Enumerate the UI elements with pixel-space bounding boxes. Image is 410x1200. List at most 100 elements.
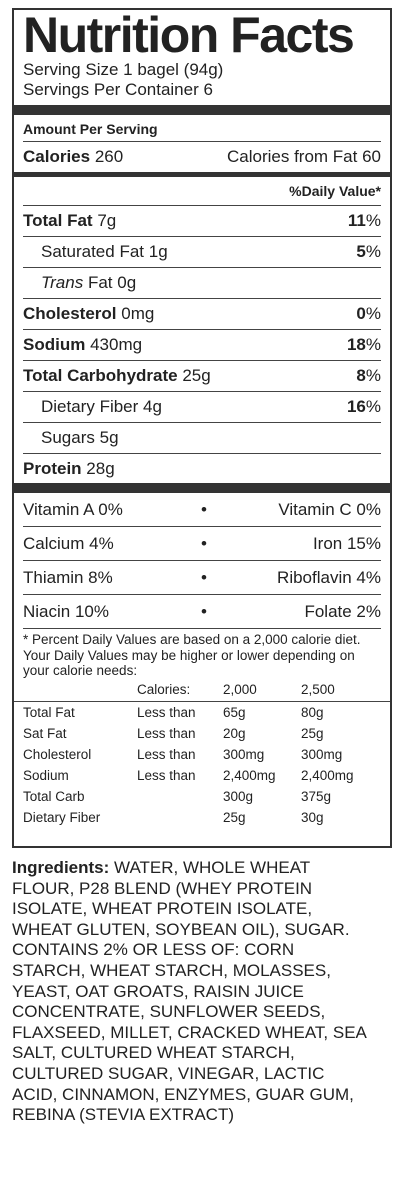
nutrient-name: Total Fat (23, 211, 93, 230)
nutrient-list: Total Fat 7g 11% Saturated Fat 1g 5% Trans F… (23, 205, 381, 483)
dv-table-cell: 30g (301, 809, 324, 825)
dv-table-cell: Dietary Fiber (23, 809, 101, 825)
dv-table-cell: 300mg (223, 746, 265, 762)
label-title: Nutrition Facts (23, 7, 355, 63)
dv-table-cell: Less than (137, 725, 196, 741)
medium-divider (14, 172, 390, 177)
nutrient-amount: 0mg (121, 304, 155, 323)
dv-table-cell: 25g (223, 809, 246, 825)
dv-table-cell: Less than (137, 746, 196, 762)
bullet-icon: • (201, 500, 207, 519)
nutrient-amount: 0g (117, 273, 137, 292)
dv-table-cell (14, 678, 137, 702)
nutrient-amount: 1g (148, 242, 168, 261)
nutrient-row: Total Fat 7g 11% (23, 205, 381, 236)
dv-table-row: Total Carb 300g 375g (14, 786, 390, 807)
calories-value: 260 (94, 147, 124, 166)
dv-table-cell: 2,400mg (223, 767, 276, 783)
dv-table-row: Cholesterol Less than 300mg 300mg (14, 744, 390, 765)
dv-table-cell (137, 807, 223, 828)
dv-table-cell (137, 786, 223, 807)
dv-table-cell: 2,000 (223, 678, 301, 702)
vitamin-right: Folate 2% (304, 602, 381, 621)
dv-table-row: Sat Fat Less than 20g 25g (14, 723, 390, 744)
dv-table-cell: Sodium (23, 767, 69, 783)
nutrient-name: Dietary Fiber (41, 397, 139, 416)
bullet-icon: • (201, 602, 207, 621)
nutrition-facts-label: Nutrition Facts Serving Size 1 bagel (94… (12, 8, 392, 848)
footnote: * Percent Daily Values are based on a 2,… (23, 628, 381, 679)
nutrient-name: Trans (41, 273, 84, 292)
vitamin-row: Niacin 10% • Folate 2% (23, 594, 381, 628)
nutrient-name-suffix: Fat (87, 273, 113, 292)
nutrient-row: Sugars 5g (23, 422, 381, 453)
vitamin-left: Vitamin A 0% (23, 500, 123, 519)
dv-table-row: Sodium Less than 2,400mg 2,400mg (14, 765, 390, 786)
nutrient-amount: 28g (86, 459, 115, 478)
nutrient-daily-value: 16 (346, 397, 366, 416)
nutrient-amount: 4g (143, 397, 162, 416)
daily-value-table: Calories: 2,000 2,500 Total Fat Less than 65g… (14, 678, 390, 828)
nutrient-amount: 7g (97, 211, 117, 230)
dv-table-cell: 375g (301, 788, 332, 804)
nutrient-amount: 430mg (90, 335, 143, 354)
nutrient-row: Dietary Fiber 4g 16% (23, 391, 381, 422)
thick-divider (14, 105, 390, 115)
nutrient-daily-value: 8 (356, 366, 366, 385)
dv-table-cell: 300mg (301, 746, 343, 762)
nutrient-daily-value: 18 (346, 335, 366, 354)
nutrient-daily-value: 0 (356, 304, 366, 323)
calories-row: Calories 260 Calories from Fat 60 (23, 141, 381, 172)
calories-from-fat: Calories from Fat 60 (227, 147, 381, 166)
ingredients-label: Ingredients: (12, 858, 110, 877)
nutrient-daily-value: 11 (347, 211, 366, 230)
nutrient-name: Total Carbohydrate (23, 366, 178, 385)
ingredients: Ingredients: WATER, WHOLE WHEAT FLOUR, P… (12, 858, 372, 1126)
percent-sign: % (365, 211, 381, 230)
dv-table-cell: 25g (301, 725, 324, 741)
dv-table-row: Total Fat Less than 65g 80g (14, 701, 390, 723)
calories-label: Calories (23, 147, 91, 166)
nutrient-name: Cholesterol (23, 304, 117, 323)
dv-table-cell: 2,500 (301, 678, 390, 702)
dv-table-header: Calories: 2,000 2,500 (14, 678, 390, 702)
nutrient-name: Sugars (41, 428, 95, 447)
dv-table-cell: 65g (223, 704, 246, 720)
servings-per-container: Servings Per Container 6 (23, 80, 213, 99)
dv-table-cell: Total Fat (23, 704, 75, 720)
nutrient-name: Sodium (23, 335, 86, 354)
dv-table-cell: 80g (301, 704, 324, 720)
vitamin-row: Calcium 4% • Iron 15% (23, 526, 381, 560)
vitamin-left: Niacin 10% (23, 602, 109, 621)
nutrient-daily-value: 5 (356, 242, 366, 261)
vitamin-list: Vitamin A 0% • Vitamin C 0% Calcium 4% • Iron… (23, 493, 381, 628)
percent-sign: % (365, 335, 381, 354)
dv-table-cell: 20g (223, 725, 246, 741)
vitamin-right: Riboflavin 4% (277, 568, 381, 587)
dv-table-cell: Cholesterol (23, 746, 92, 762)
percent-sign: % (365, 397, 381, 416)
nutrient-name: Protein (23, 459, 82, 478)
amount-per-serving: Amount Per Serving (23, 121, 158, 137)
dv-table-cell: Sat Fat (23, 725, 67, 741)
vitamin-right: Vitamin C 0% (278, 500, 381, 519)
vitamin-right: Iron 15% (312, 534, 381, 553)
vitamin-row: Vitamin A 0% • Vitamin C 0% (23, 493, 381, 526)
dv-table-cell: Less than (137, 704, 196, 720)
dv-table-cell: Calories: (137, 678, 223, 702)
ingredients-text: WATER, WHOLE WHEAT FLOUR, P28 BLEND (WHE… (12, 858, 366, 1125)
dv-table-row: Dietary Fiber 25g 30g (14, 807, 390, 828)
nutrient-row: Trans Fat 0g (23, 267, 381, 298)
percent-sign: % (365, 304, 381, 323)
serving-size: Serving Size 1 bagel (94g) (23, 60, 224, 79)
nutrient-row: Sodium 430mg 18% (23, 329, 381, 360)
nutrient-name: Saturated Fat (41, 242, 145, 261)
percent-sign: % (365, 242, 381, 261)
dv-table-cell: 300g (223, 788, 254, 804)
dv-table-cell: 2,400mg (301, 767, 354, 783)
vitamin-left: Calcium 4% (23, 534, 114, 553)
vitamin-row: Thiamin 8% • Riboflavin 4% (23, 560, 381, 594)
nutrient-row: Saturated Fat 1g 5% (23, 236, 381, 267)
bullet-icon: • (201, 568, 207, 587)
percent-sign: % (365, 366, 381, 385)
